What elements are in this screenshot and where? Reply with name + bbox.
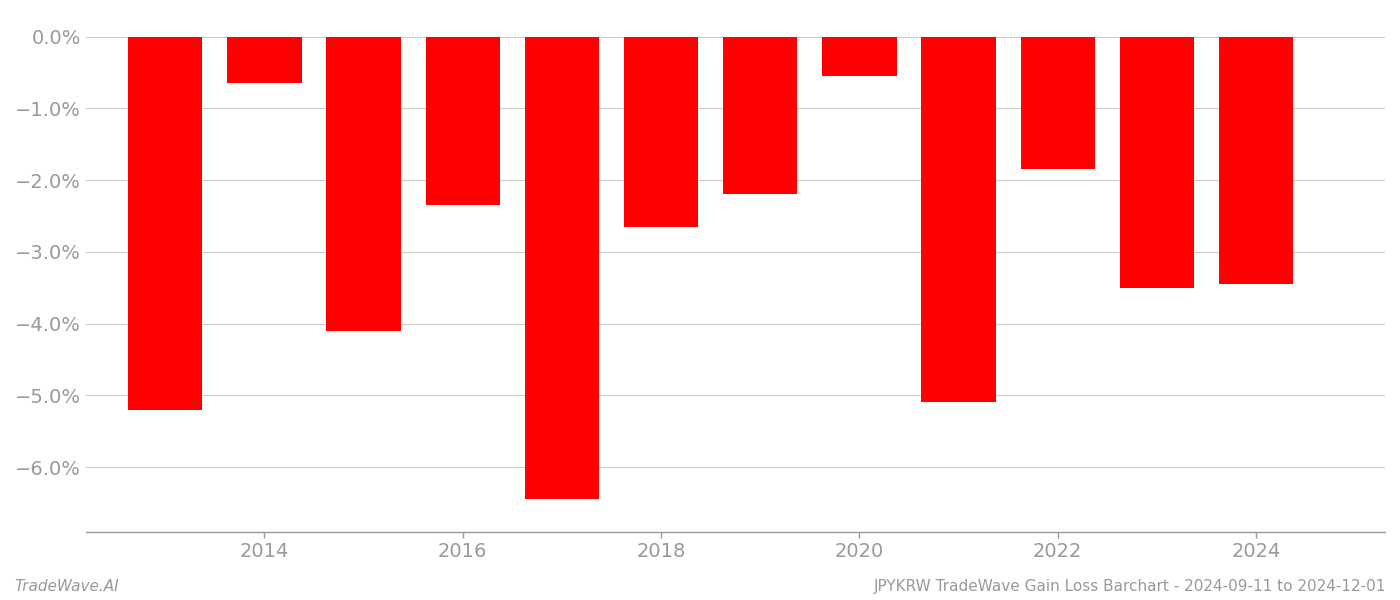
Bar xyxy=(624,37,699,227)
Bar xyxy=(227,37,301,83)
Bar xyxy=(127,37,203,410)
Bar xyxy=(1021,37,1095,169)
Text: JPYKRW TradeWave Gain Loss Barchart - 2024-09-11 to 2024-12-01: JPYKRW TradeWave Gain Loss Barchart - 20… xyxy=(874,579,1386,594)
Bar xyxy=(822,37,896,76)
Bar xyxy=(722,37,798,194)
Bar xyxy=(525,37,599,499)
Bar xyxy=(921,37,995,403)
Bar xyxy=(426,37,500,205)
Bar xyxy=(326,37,400,331)
Text: TradeWave.AI: TradeWave.AI xyxy=(14,579,119,594)
Bar xyxy=(1219,37,1294,284)
Bar xyxy=(1120,37,1194,287)
